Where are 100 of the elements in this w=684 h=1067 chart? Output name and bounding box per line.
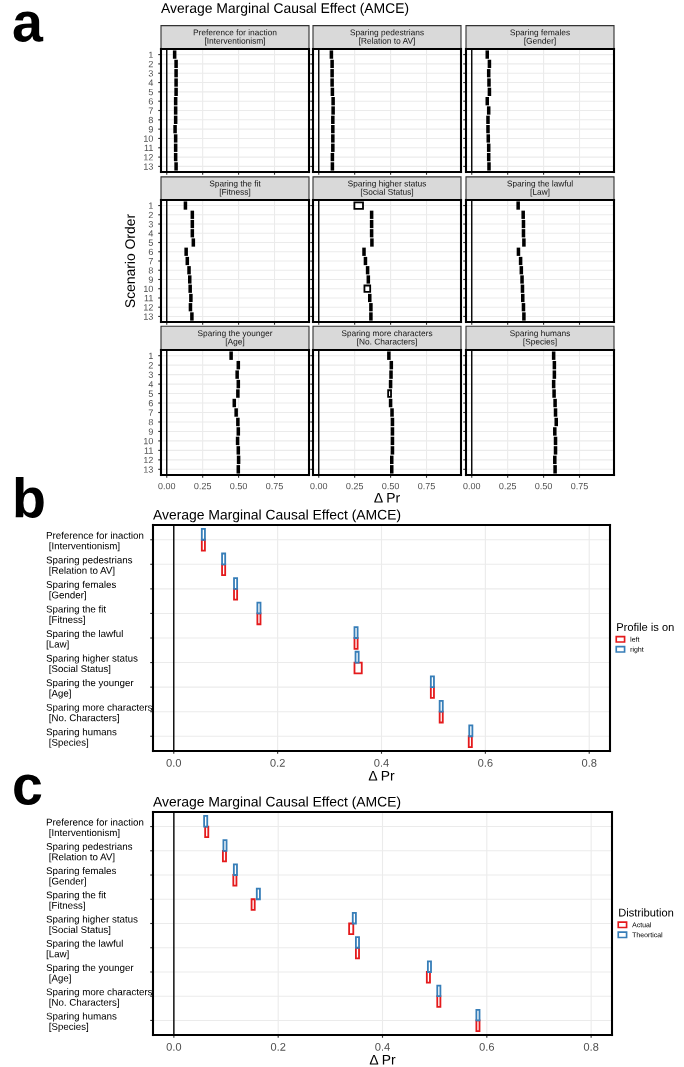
y-tick-label: Sparing the fit [Fitness] <box>46 605 106 625</box>
x-tick-label: 0.25 <box>499 482 517 490</box>
x-tick-label: 0.00 <box>310 482 328 490</box>
y-tick-label: Sparing females [Gender] <box>46 866 116 887</box>
x-tick-label: 0.6 <box>478 758 493 767</box>
x-axis-title: Δ Pr <box>374 492 400 503</box>
x-tick-label: 0.50 <box>535 482 553 490</box>
x-tick-label: 0.25 <box>346 482 364 490</box>
y-tick-label: 12 <box>144 456 153 464</box>
y-tick-label: 6 <box>148 98 153 105</box>
y-tick-label: 5 <box>148 239 153 246</box>
y-tick-label: 7 <box>148 409 153 416</box>
y-tick-label: 3 <box>148 371 153 378</box>
text: c <box>14 774 42 805</box>
x-tick-label: 0.00 <box>158 482 176 490</box>
y-tick-label: Sparing the younger [Age] <box>46 963 134 984</box>
legend-title: Distribution <box>619 908 674 917</box>
x-tick-label: 0.75 <box>418 482 435 490</box>
chart-subtitle: Sparing humans [Species] <box>510 330 571 347</box>
y-tick-label: 2 <box>148 362 153 369</box>
y-axis-title: Scenario Order <box>124 214 136 308</box>
y-tick-label: 13 <box>144 163 153 170</box>
y-tick-label: Sparing the younger [Age] <box>46 679 134 699</box>
y-tick-label: Sparing the fit [Fitness] <box>46 891 106 911</box>
y-tick-label: 1 <box>149 202 153 209</box>
x-tick-label: 0.0 <box>166 1042 182 1051</box>
y-tick-label: 3 <box>148 70 153 77</box>
y-tick-label: Sparing the lawful [Law] <box>46 629 123 650</box>
y-tick-label: 11 <box>144 295 153 302</box>
y-tick-label: 13 <box>144 313 153 320</box>
y-tick-label: 1 <box>149 352 153 359</box>
text: a <box>13 11 44 42</box>
y-tick-label: Sparing humans [Species] <box>46 1012 117 1032</box>
y-tick-label: Preference for inaction [Interventionism] <box>46 818 144 839</box>
chart-subtitle: Sparing higher status [Social Status] <box>348 180 427 197</box>
chart-subtitle: Sparing the younger [Age] <box>197 330 273 347</box>
x-tick-label: 0.75 <box>266 482 283 490</box>
y-tick-label: Sparing females [Gender] <box>46 580 116 601</box>
y-tick-label: 8 <box>148 267 153 274</box>
x-tick-label: 0.75 <box>571 482 588 490</box>
y-tick-label: 8 <box>148 418 153 426</box>
chart-title: Average Marginal Causal Effect (AMCE) <box>153 796 401 810</box>
y-tick-label: 7 <box>148 107 153 114</box>
y-tick-label: 11 <box>144 447 153 454</box>
chart-subtitle: Sparing the lawful [Law] <box>507 180 573 197</box>
y-tick-label: 12 <box>144 304 153 311</box>
x-tick-label: 0.6 <box>479 1042 495 1051</box>
y-tick-label: 6 <box>148 400 153 407</box>
y-tick-label: 7 <box>148 258 153 265</box>
y-tick-label: 9 <box>148 276 153 283</box>
y-tick-label: Sparing higher status [Social Status] <box>46 654 138 675</box>
y-tick-label: 10 <box>144 285 154 293</box>
x-tick-label: 0.4 <box>374 758 389 767</box>
y-tick-label: 13 <box>144 466 153 473</box>
y-tick-label: 2 <box>148 211 153 219</box>
y-tick-label: 2 <box>148 60 153 68</box>
y-tick-label: 1 <box>149 51 153 58</box>
y-tick-label: Sparing more characters [No. Characters] <box>46 703 153 724</box>
y-tick-label: Sparing more characters [No. Characters] <box>46 988 153 1008</box>
y-tick-label: 8 <box>148 116 153 124</box>
y-tick-label: 5 <box>148 88 153 96</box>
chart-subtitle: Preference for inaction [Interventionism] <box>193 29 277 46</box>
chart-subtitle: Sparing more characters [No. Characters] <box>341 330 433 347</box>
legend-title: Profile is on <box>617 622 674 631</box>
y-tick-label: Sparing humans [Species] <box>46 728 117 748</box>
y-tick-label: 4 <box>148 230 154 237</box>
y-tick-label: 9 <box>148 126 153 133</box>
y-tick-label: 6 <box>148 248 153 256</box>
x-axis-title: Δ Pr <box>369 1054 396 1065</box>
x-tick-label: 0.8 <box>581 758 597 767</box>
y-tick-label: 12 <box>144 154 153 161</box>
y-tick-label: 10 <box>144 437 154 445</box>
x-tick-label: 0.50 <box>382 482 400 490</box>
y-tick-label: 3 <box>148 221 153 228</box>
y-tick-label: 11 <box>144 144 153 152</box>
x-tick-label: 0.2 <box>270 758 285 767</box>
chart-subtitle: Sparing the fit [Fitness] <box>209 180 261 197</box>
chart-title: Average Marginal Causal Effect (AMCE) <box>153 509 401 523</box>
x-tick-label: 0.4 <box>375 1042 390 1051</box>
y-tick-label: Sparing the lawful [Law] <box>46 939 123 960</box>
x-tick-label: 0.2 <box>270 1042 286 1051</box>
y-tick-label: 4 <box>148 381 154 388</box>
y-tick-label: Sparing pedestrians [Relation to AV] <box>46 556 133 576</box>
chart-subtitle: Sparing pedestrians [Relation to AV] <box>350 29 424 46</box>
y-tick-label: 10 <box>144 135 154 142</box>
y-tick-label: 4 <box>148 79 154 86</box>
x-axis-title: Δ Pr <box>368 770 395 781</box>
y-tick-label: Preference for inaction [Interventionism] <box>46 531 144 552</box>
text: b <box>15 477 44 518</box>
y-tick-label: Sparing pedestrians [Relation to AV] <box>46 842 133 863</box>
y-tick-label: Sparing higher status [Social Status] <box>46 915 138 935</box>
x-tick-label: 0.8 <box>583 1042 599 1051</box>
y-tick-label: 9 <box>148 428 153 435</box>
x-tick-label: 0.50 <box>230 482 248 490</box>
x-tick-label: 0.00 <box>463 482 481 490</box>
y-tick-label: 5 <box>148 390 153 397</box>
chart-title: Average Marginal Causal Effect (AMCE) <box>161 2 409 16</box>
chart-subtitle: Sparing females [Gender] <box>510 29 570 46</box>
x-tick-label: 0.25 <box>194 482 212 490</box>
x-tick-label: 0.0 <box>166 758 182 767</box>
